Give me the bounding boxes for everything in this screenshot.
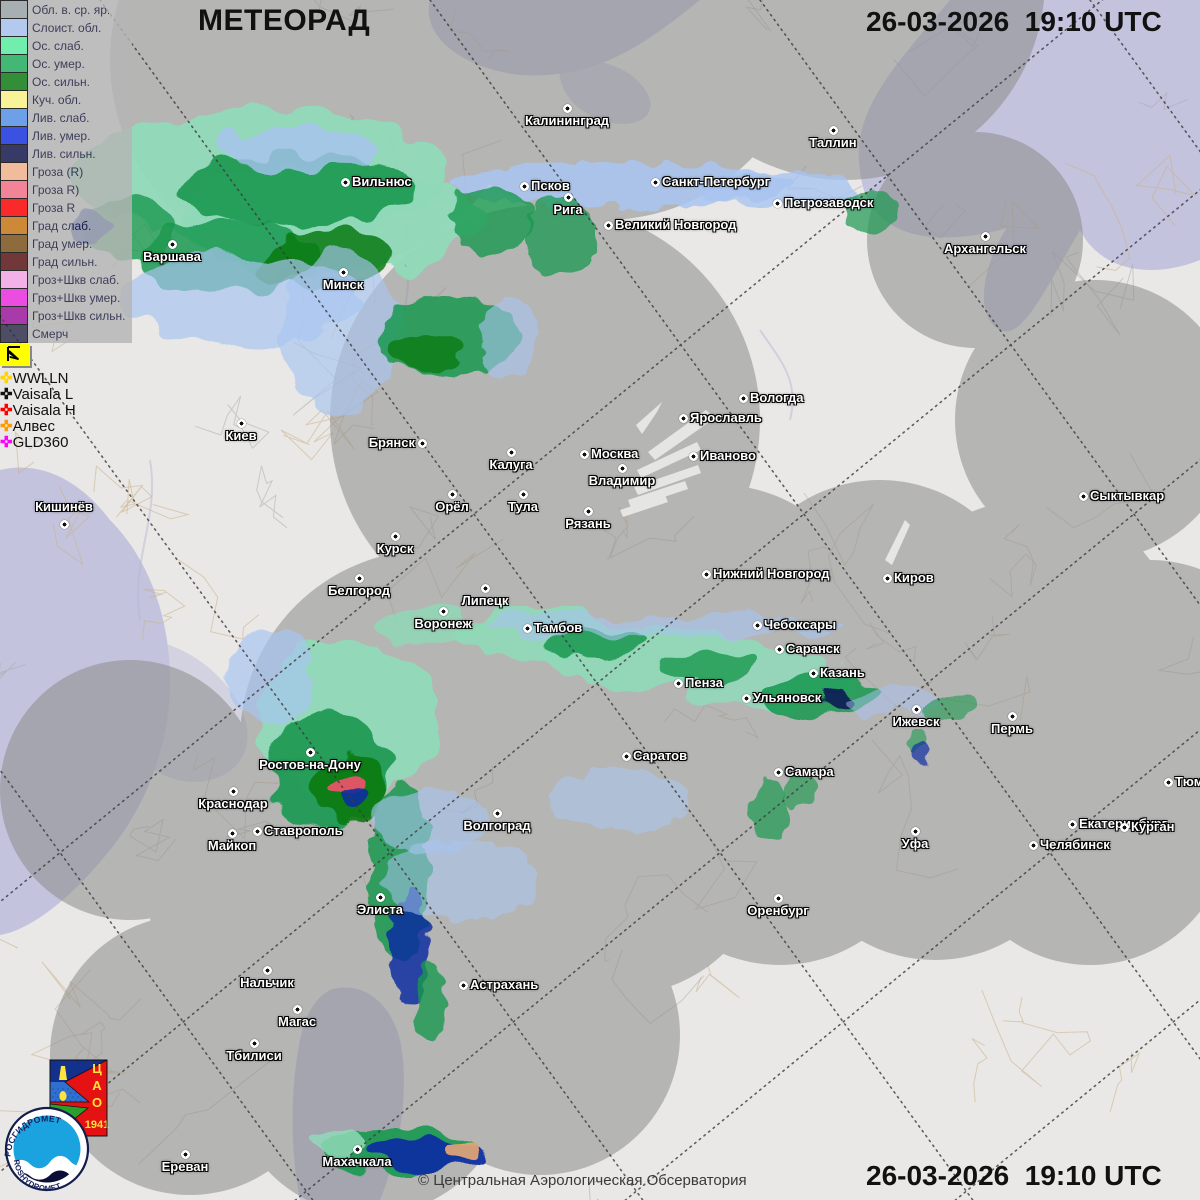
svg-text:1941: 1941 bbox=[85, 1119, 109, 1131]
svg-text:О: О bbox=[92, 1095, 102, 1110]
svg-text:А: А bbox=[92, 1078, 102, 1093]
svg-text:Ц: Ц bbox=[92, 1061, 102, 1076]
